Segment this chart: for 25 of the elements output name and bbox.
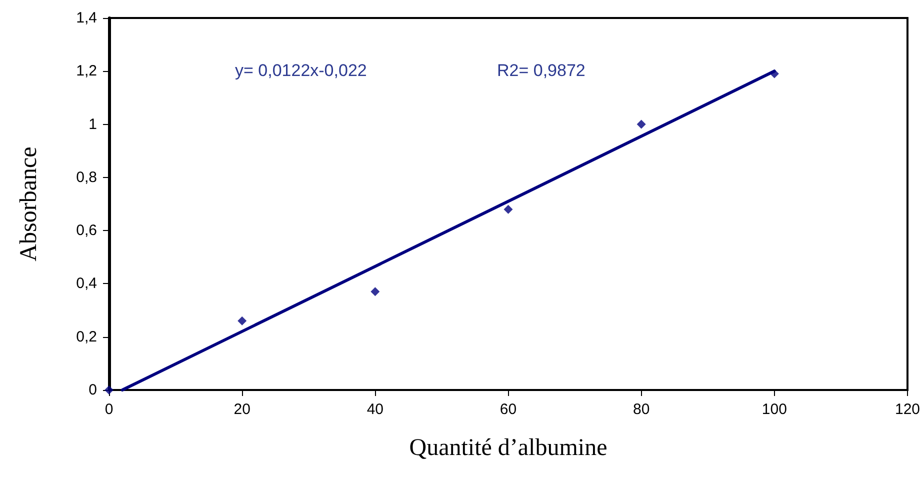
point — [238, 316, 247, 326]
annotation: R2= 0,9872 — [497, 61, 586, 80]
x-tick-label: 0 — [104, 401, 114, 418]
x-tick-label: 60 — [500, 401, 517, 418]
annotation: y= 0,0122x-0,022 — [235, 61, 367, 80]
y-tick-label: 0,4 — [76, 275, 97, 292]
x-tick-label: 120 — [894, 401, 920, 418]
y-axis-title: Absorbance — [16, 146, 42, 262]
y-tick-label: 1,2 — [76, 62, 97, 80]
point — [104, 386, 114, 394]
x-tick-label: 40 — [366, 401, 384, 418]
y-tick-label: 0 — [88, 382, 97, 398]
point — [504, 204, 513, 214]
point — [770, 69, 779, 78]
y-tick-label: 0,2 — [76, 328, 97, 346]
y-tick-label: 1,4 — [76, 10, 97, 26]
x-tick-label: 100 — [762, 401, 787, 418]
x-axis-title: Quantité d’albumine — [409, 435, 608, 461]
point — [636, 120, 646, 129]
x-tick-label: 20 — [234, 401, 250, 418]
x-tick-label: 80 — [632, 401, 650, 418]
y-tick-label: 0,6 — [76, 222, 97, 240]
y-tick-label: 1 — [88, 116, 97, 133]
point — [370, 287, 380, 296]
y-tick-label: 0,8 — [76, 168, 97, 186]
